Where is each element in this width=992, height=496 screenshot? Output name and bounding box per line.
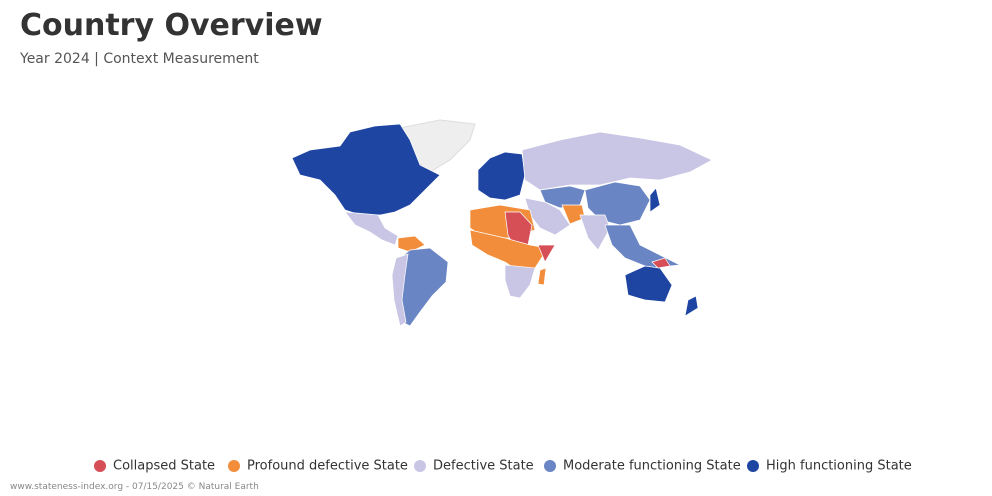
legend: Collapsed State Profound defective State… bbox=[94, 459, 912, 474]
legend-label: Collapsed State bbox=[113, 459, 215, 474]
title: Country Overview bbox=[20, 8, 323, 43]
southern-africa bbox=[504, 264, 536, 299]
china bbox=[584, 181, 651, 226]
legend-label: Profound defective State bbox=[247, 459, 408, 474]
map: Collapsed State Profound defective State… bbox=[94, 119, 912, 474]
india bbox=[579, 214, 611, 251]
southeast-asia bbox=[604, 224, 682, 269]
legend-marker bbox=[228, 460, 240, 472]
somalia bbox=[537, 244, 556, 263]
mexico bbox=[344, 211, 399, 246]
north-america bbox=[291, 123, 441, 216]
subtitle: Year 2024 | Context Measurement bbox=[20, 51, 259, 67]
russia bbox=[521, 131, 713, 191]
footer-credit: www.stateness-index.org - 07/15/2025 © N… bbox=[10, 482, 259, 492]
legend-marker bbox=[414, 460, 426, 472]
legend-label: High functioning State bbox=[766, 459, 912, 474]
caribbean-north-sa bbox=[397, 235, 426, 253]
andes bbox=[391, 253, 409, 327]
europe bbox=[477, 151, 526, 201]
madagascar bbox=[537, 267, 547, 286]
papua bbox=[651, 257, 671, 269]
legend-label: Defective State bbox=[433, 459, 534, 474]
world-map bbox=[291, 119, 713, 327]
legend-marker bbox=[94, 460, 106, 472]
japan bbox=[649, 187, 661, 213]
new-zealand bbox=[684, 295, 699, 317]
legend-label: Moderate functioning State bbox=[563, 459, 741, 474]
legend-marker bbox=[544, 460, 556, 472]
australia bbox=[624, 265, 673, 303]
legend-marker bbox=[747, 460, 759, 472]
